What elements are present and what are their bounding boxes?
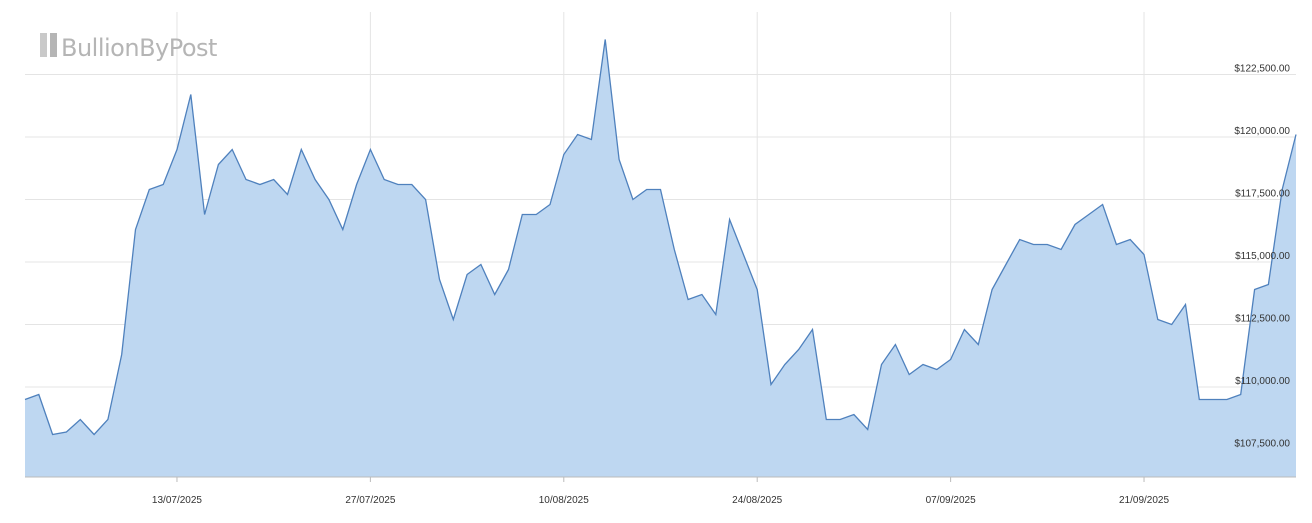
x-tick-label: 24/08/2025 — [732, 495, 782, 506]
x-tick-label: 07/09/2025 — [926, 495, 976, 506]
area-fill — [25, 39, 1296, 477]
y-tick-label: $107,500.00 — [1234, 439, 1290, 450]
logo-icon — [40, 33, 47, 57]
logo-icon — [50, 33, 57, 57]
y-tick-label: $110,000.00 — [1235, 376, 1290, 387]
y-tick-label: $120,000.00 — [1234, 126, 1290, 137]
logo: BullionByPost — [61, 34, 217, 62]
x-tick-label: 27/07/2025 — [345, 495, 395, 506]
x-tick-label: 13/07/2025 — [152, 495, 202, 506]
y-tick-label: $115,000.00 — [1235, 251, 1290, 262]
x-tick-label: 10/08/2025 — [539, 495, 589, 506]
y-tick-label: $117,500.00 — [1235, 189, 1290, 200]
area-line — [24, 39, 1297, 436]
y-tick-label: $122,500.00 — [1234, 64, 1290, 75]
x-tick-label: 21/09/2025 — [1119, 495, 1169, 506]
y-tick-label: $112,500.00 — [1235, 314, 1290, 325]
